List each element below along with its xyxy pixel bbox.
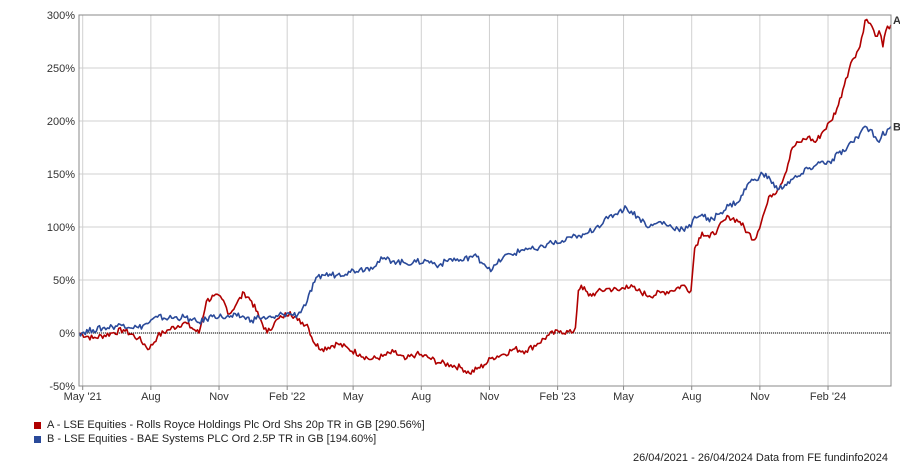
chart-series-group <box>78 18 892 375</box>
x-tick-label: Nov <box>480 391 500 403</box>
legend-item-a: A - LSE Equities - Rolls Royce Holdings … <box>34 418 425 432</box>
series-line-b <box>78 125 892 337</box>
x-tick-label: May <box>613 391 634 403</box>
x-tick-label: Aug <box>141 391 161 403</box>
legend-item-b: B - LSE Equities - BAE Systems PLC Ord 2… <box>34 432 425 446</box>
x-axis-ticks: May '21 Aug Nov Feb '22 May Aug Nov Feb '23 May A… <box>64 386 846 403</box>
x-tick-label: Aug <box>682 391 702 403</box>
chart-legend: A - LSE Equities - Rolls Royce Holdings … <box>34 418 425 446</box>
x-tick-label: Nov <box>209 391 229 403</box>
x-tick-label: May <box>343 391 364 403</box>
legend-swatch-a <box>34 421 41 429</box>
x-tick-label: May '21 <box>64 391 102 403</box>
series-line-a <box>78 18 892 375</box>
x-tick-label: Nov <box>750 391 770 403</box>
x-tick-label: Feb '23 <box>539 391 575 403</box>
series-end-label-b: B <box>893 122 900 134</box>
plot-frame <box>78 14 892 387</box>
x-tick-label: Aug <box>411 391 431 403</box>
y-tick-label: 0% <box>59 328 75 340</box>
legend-label-a: A - LSE Equities - Rolls Royce Holdings … <box>47 419 425 431</box>
data-source-footer: 26/04/2021 - 26/04/2024 Data from FE fun… <box>632 452 888 464</box>
x-tick-label: Feb '22 <box>269 391 305 403</box>
y-tick-label: 250% <box>47 63 75 75</box>
y-axis-ticks: 300% 250% 200% 150% 100% 50% 0% -50% <box>47 10 75 393</box>
performance-line-chart: 300% 250% 200% 150% 100% 50% 0% -50% May '21 Aug… <box>47 10 900 403</box>
series-end-labels: AB <box>893 15 900 134</box>
legend-label-b: B - LSE Equities - BAE Systems PLC Ord 2… <box>47 433 377 445</box>
series-end-label-a: A <box>893 15 900 27</box>
y-tick-label: 100% <box>47 222 75 234</box>
legend-swatch-b <box>34 435 41 443</box>
y-tick-label: 150% <box>47 169 75 181</box>
y-tick-label: 300% <box>47 10 75 22</box>
x-tick-label: Feb '24 <box>810 391 846 403</box>
chart-gridlines <box>79 14 891 387</box>
y-tick-label: 200% <box>47 116 75 128</box>
y-tick-label: 50% <box>53 275 75 287</box>
y-tick-label: -50% <box>49 381 75 393</box>
